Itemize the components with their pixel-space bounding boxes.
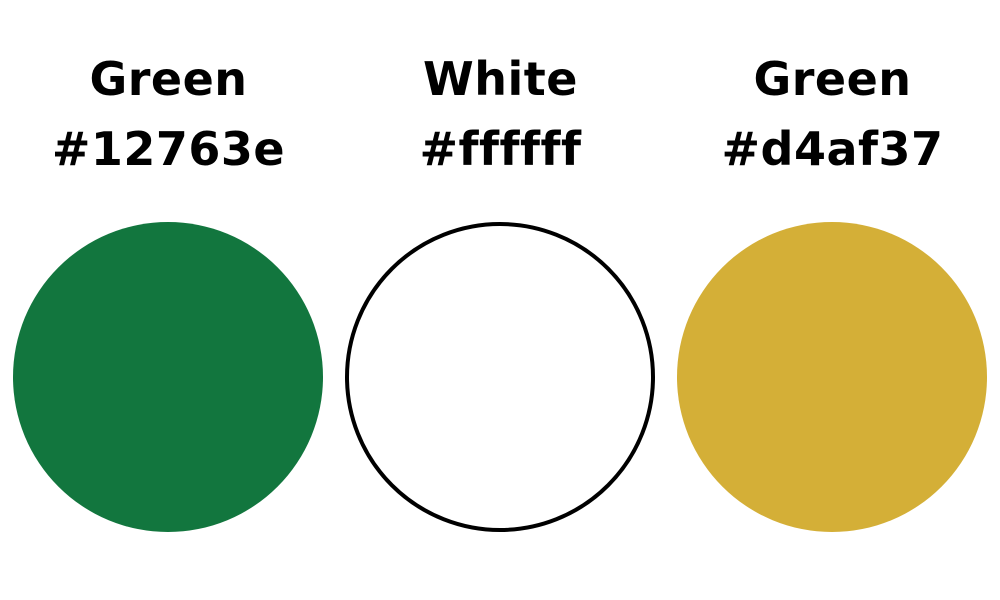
swatch-circle <box>677 222 987 532</box>
swatch-name: Green <box>753 52 912 106</box>
swatch-circle <box>345 222 655 532</box>
swatch-hex: #ffffff <box>419 122 582 176</box>
swatch-hex: #d4af37 <box>721 122 944 176</box>
swatch-name: White <box>423 52 578 106</box>
swatch-name: Green <box>89 52 248 106</box>
swatch-circle <box>13 222 323 532</box>
color-swatch-3: Green #d4af37 <box>666 0 999 600</box>
color-swatch-2: White #ffffff <box>334 0 667 600</box>
swatch-hex: #12763e <box>51 122 286 176</box>
color-swatch-1: Green #12763e <box>2 0 335 600</box>
